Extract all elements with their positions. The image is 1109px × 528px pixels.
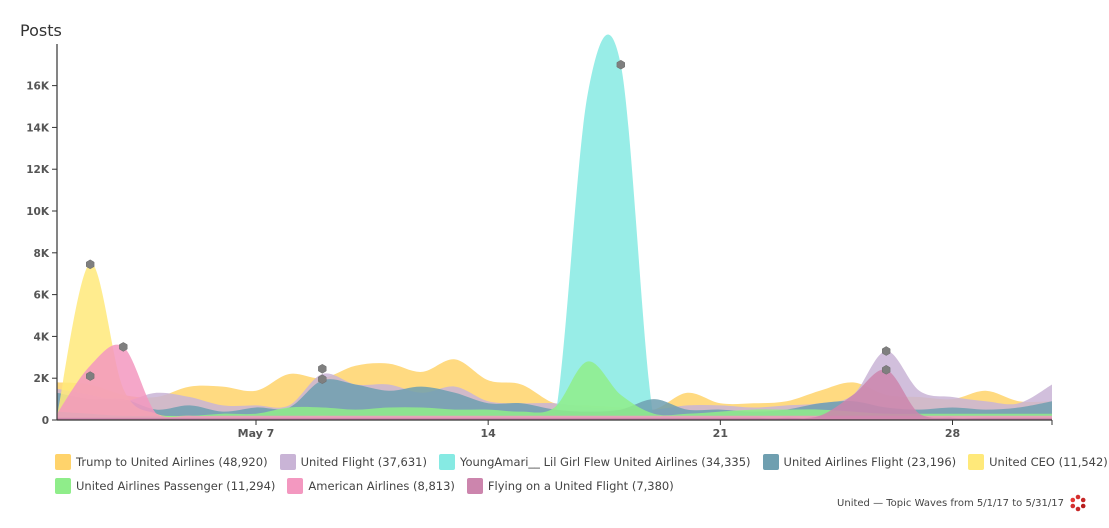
- series-area-5: [57, 361, 1052, 420]
- peak-marker[interactable]: [882, 365, 891, 375]
- legend-label: Trump to United Airlines (48,920): [76, 455, 268, 469]
- legend-row: Trump to United Airlines (48,920) United …: [55, 450, 1108, 474]
- peak-marker[interactable]: [616, 59, 625, 70]
- logo-icon: [1070, 494, 1086, 512]
- legend-item[interactable]: United Airlines Flight (23,196): [762, 454, 957, 470]
- legend-swatch: [287, 478, 304, 494]
- y-tick-label: 10K: [26, 206, 50, 218]
- series-area-2: [57, 34, 1052, 421]
- footer: United — Topic Waves from 5/1/17 to 5/31…: [837, 494, 1087, 512]
- legend: Trump to United Airlines (48,920) United …: [55, 450, 1108, 498]
- legend-item[interactable]: American Airlines (8,813): [287, 478, 455, 494]
- peak-markers: [86, 59, 891, 384]
- y-tick-label: 2K: [34, 373, 50, 385]
- y-tick-label: 8K: [34, 248, 50, 260]
- legend-item[interactable]: United CEO (11,542): [968, 454, 1108, 470]
- y-tick-label: 6K: [34, 290, 50, 302]
- legend-swatch: [55, 454, 71, 470]
- x-tick-label: May 7: [238, 427, 275, 440]
- legend-item[interactable]: Flying on a United Flight (7,380): [466, 478, 674, 494]
- series-areas: [57, 34, 1052, 421]
- y-tick-label: 14K: [26, 122, 50, 134]
- peak-marker[interactable]: [318, 374, 327, 384]
- legend-row: United Airlines Passenger (11,294) Americ…: [55, 474, 1055, 498]
- legend-item[interactable]: United Airlines Passenger (11,294): [55, 478, 275, 494]
- legend-swatch: [438, 454, 455, 470]
- axes: 0 2K 4K 6K 8K 10K 12K 14K 16K May 7 14 21 28: [26, 44, 1053, 440]
- legend-label: United Airlines Passenger (11,294): [76, 479, 276, 493]
- y-axis-title: Posts: [20, 21, 62, 40]
- legend-label: United Airlines Flight (23,196): [783, 455, 957, 469]
- legend-item[interactable]: Trump to United Airlines (48,920): [55, 454, 268, 470]
- x-tick-label: 21: [713, 427, 728, 440]
- x-tick-label: 28: [945, 427, 960, 440]
- footer-text: United — Topic Waves from 5/1/17 to 5/31…: [837, 497, 1064, 509]
- y-tick-label: 16K: [26, 81, 50, 93]
- peak-marker[interactable]: [882, 346, 891, 356]
- y-tick-label: 12K: [26, 164, 50, 176]
- legend-swatch: [762, 454, 779, 470]
- legend-swatch: [466, 478, 483, 494]
- legend-swatch: [55, 478, 71, 494]
- peak-marker[interactable]: [86, 259, 95, 270]
- peak-marker[interactable]: [86, 371, 95, 381]
- legend-label: American Airlines (8,813): [308, 479, 455, 493]
- legend-label: YoungAmari__ Lil Girl Flew United Airlin…: [459, 455, 751, 469]
- x-tick-label: 14: [481, 427, 497, 440]
- legend-label: United Flight (37,631): [300, 455, 427, 469]
- y-tick-label: 4K: [34, 331, 50, 343]
- legend-label: Flying on a United Flight (7,380): [487, 479, 674, 493]
- y-tick-label: 0: [42, 415, 49, 427]
- peak-marker[interactable]: [119, 342, 128, 352]
- legend-swatch: [279, 454, 296, 470]
- legend-label: United CEO (11,542): [989, 455, 1108, 469]
- peak-marker[interactable]: [318, 364, 327, 374]
- legend-item[interactable]: United Flight (37,631): [279, 454, 427, 470]
- legend-item[interactable]: YoungAmari__ Lil Girl Flew United Airlin…: [438, 454, 751, 470]
- legend-swatch: [968, 454, 985, 470]
